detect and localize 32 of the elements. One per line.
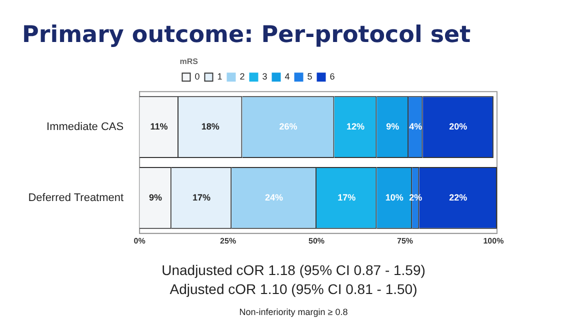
data-label: 20% [449,122,468,132]
data-label: 24% [265,192,284,202]
y-tick-label: Deferred Treatment [28,192,124,204]
data-label: 10% [385,192,404,202]
legend-title: mRS [180,57,199,66]
data-label: 17% [192,192,211,202]
legend-label: 3 [262,72,268,82]
legend-label: 1 [217,72,222,82]
data-label: 11% [150,122,168,132]
legend-label: 2 [240,72,245,82]
x-tick-label: 25% [220,236,236,246]
data-label: 9% [386,122,400,132]
legend-label: 4 [284,72,290,82]
text: Adjusted cOR 1.10 (95% CI 0.81 - 1.50) [168,281,418,297]
data-label: 4% [409,122,422,132]
text: Unadjusted cOR 1.18 (95% CI 0.87 - 1.59) [160,262,426,278]
x-tick-label: 50% [308,236,325,246]
data-label: 26% [279,122,298,132]
data-label: 22% [449,192,468,202]
text: Non-inferiority margin ≥ 0.8 [238,307,349,317]
data-label: 18% [201,122,220,132]
legend-label: 6 [330,72,335,82]
legend-label: 5 [307,72,312,82]
chart-title: Primary outcome: Per-protocol set [22,22,471,48]
x-tick-label: 75% [396,236,413,246]
data-label: 9% [148,192,162,202]
data-label: 17% [338,192,356,202]
x-tick-label: 0% [134,236,146,246]
legend-label: 0 [194,72,200,82]
data-label: 12% [346,122,364,132]
y-tick-label: Immediate CAS [46,121,124,134]
x-tick-label: 100% [483,236,504,246]
